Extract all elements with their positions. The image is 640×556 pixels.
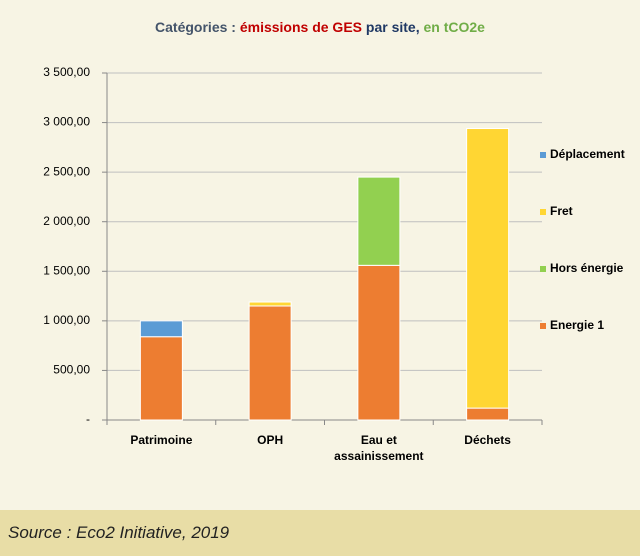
- y-tick-label: 2 500,00: [43, 164, 90, 178]
- source: Source : Eco2 Initiative, 2019: [0, 510, 640, 556]
- legend-label: Fret: [550, 204, 573, 218]
- legend-swatch: [540, 152, 546, 158]
- x-tick-label: Déchets: [464, 433, 511, 447]
- chart-title: Catégories : émissions de GES par site, …: [155, 19, 485, 35]
- legend-label: Hors énergie: [550, 261, 624, 275]
- y-tick-label: -: [86, 412, 90, 426]
- bar-segment: [357, 264, 401, 421]
- y-tick-label: 3 000,00: [43, 115, 90, 129]
- y-tick-label: 1 000,00: [43, 313, 90, 327]
- title-part: Catégories :: [155, 19, 240, 35]
- chart: Catégories : émissions de GES par site, …: [43, 19, 625, 426]
- title-part: par site,: [362, 19, 423, 35]
- y-tick-label: 1 500,00: [43, 263, 90, 277]
- y-tick-label: 500,00: [53, 363, 90, 377]
- legend-swatch: [540, 266, 546, 272]
- legend-swatch: [540, 323, 546, 329]
- x-tick-label: Eau et assainissement: [334, 433, 424, 463]
- x-tick-label: OPH: [257, 433, 284, 447]
- bar-segment: [248, 305, 292, 421]
- title-part: en tCO2e: [423, 19, 485, 35]
- x-tick-label: Patrimoine: [130, 433, 193, 447]
- y-tick-label: 2 000,00: [43, 214, 90, 228]
- y-tick-label: 3 500,00: [43, 65, 90, 79]
- bar-segment: [466, 128, 510, 409]
- bar-segment: [466, 407, 510, 421]
- legend-label: Energie 1: [550, 318, 604, 332]
- bar-segment: [139, 336, 183, 421]
- title-part: émissions de GES: [240, 19, 362, 35]
- bar-segment: [357, 176, 401, 266]
- legend-label: Déplacement: [550, 147, 625, 161]
- legend-swatch: [540, 209, 546, 215]
- bar-segment: [248, 301, 292, 307]
- bar-segment: [139, 320, 183, 338]
